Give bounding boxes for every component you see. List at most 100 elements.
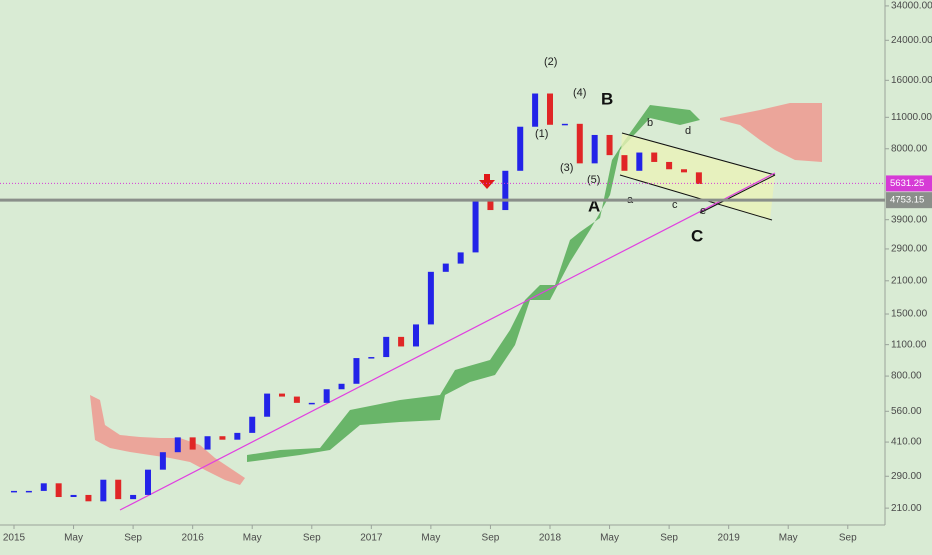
y-tick-label: 290.00 bbox=[891, 471, 922, 482]
candle bbox=[40, 483, 47, 491]
annotation: B bbox=[601, 89, 613, 108]
candle bbox=[189, 437, 196, 450]
candle bbox=[353, 358, 360, 384]
candle bbox=[278, 393, 285, 397]
candle bbox=[100, 479, 107, 502]
y-tick-label: 800.00 bbox=[891, 371, 922, 382]
candle bbox=[442, 263, 449, 272]
candle bbox=[591, 134, 598, 164]
candle bbox=[10, 490, 17, 493]
candle bbox=[368, 357, 375, 359]
price-tag bbox=[886, 175, 932, 192]
annotation: (2) bbox=[544, 56, 557, 68]
candle bbox=[412, 324, 419, 347]
y-tick-label: 3900.00 bbox=[891, 214, 928, 225]
annotation: C bbox=[691, 226, 703, 245]
x-tick-label: May bbox=[243, 533, 262, 544]
y-tick-label: 410.00 bbox=[891, 437, 922, 448]
price-tag bbox=[886, 192, 932, 209]
price-tag-label: 4753.15 bbox=[890, 195, 924, 206]
candle bbox=[666, 161, 673, 170]
x-tick-label: May bbox=[779, 533, 798, 544]
y-tick-label: 8000.00 bbox=[891, 143, 928, 154]
candle bbox=[383, 336, 390, 358]
y-tick-label: 16000.00 bbox=[891, 75, 932, 86]
candle bbox=[487, 201, 494, 211]
candle bbox=[144, 469, 151, 495]
candle bbox=[115, 479, 122, 500]
x-tick-label: 2019 bbox=[718, 533, 741, 544]
annotation: (4) bbox=[573, 87, 586, 99]
x-tick-label: May bbox=[600, 533, 619, 544]
y-tick-label: 24000.00 bbox=[891, 35, 932, 46]
candle bbox=[517, 126, 524, 171]
x-tick-label: May bbox=[64, 533, 83, 544]
candle bbox=[25, 490, 32, 493]
candle bbox=[219, 436, 226, 440]
candle bbox=[561, 123, 568, 126]
y-tick-label: 1500.00 bbox=[891, 309, 928, 320]
y-tick-label: 34000.00 bbox=[891, 1, 932, 12]
candle bbox=[457, 252, 464, 264]
channel-bottom bbox=[619, 174, 773, 221]
y-tick-label: 1100.00 bbox=[891, 339, 927, 350]
x-tick-label: May bbox=[421, 533, 440, 544]
candle bbox=[651, 152, 658, 162]
candle bbox=[427, 271, 434, 325]
candle bbox=[70, 494, 77, 498]
candle bbox=[621, 155, 628, 171]
x-tick-label: 2016 bbox=[182, 533, 205, 544]
y-tick-label: 2900.00 bbox=[891, 244, 928, 255]
plot bbox=[10, 93, 702, 502]
trendline bbox=[119, 172, 776, 511]
candle bbox=[204, 436, 211, 450]
candle bbox=[502, 170, 509, 211]
candle bbox=[264, 393, 271, 417]
candle bbox=[174, 437, 181, 453]
candle bbox=[338, 383, 345, 390]
x-tick-label: Sep bbox=[303, 533, 321, 544]
red-arrow bbox=[479, 174, 495, 189]
annotation: e bbox=[700, 205, 706, 217]
candle bbox=[472, 201, 479, 253]
candle bbox=[234, 432, 241, 440]
wedge-line bbox=[699, 174, 776, 214]
x-tick-label: Sep bbox=[482, 533, 500, 544]
candle bbox=[323, 389, 330, 403]
candle bbox=[85, 494, 92, 502]
cloud-red bbox=[90, 395, 245, 485]
candle bbox=[130, 494, 137, 500]
cloud-red-future bbox=[720, 103, 822, 162]
annotation: (3) bbox=[560, 162, 573, 174]
annotation: b bbox=[647, 117, 653, 129]
candle bbox=[55, 483, 62, 498]
y-tick-label: 11000.00 bbox=[891, 112, 932, 123]
x-tick-label: Sep bbox=[839, 533, 857, 544]
candle bbox=[249, 416, 256, 433]
candle bbox=[159, 452, 166, 470]
x-tick-label: 2018 bbox=[539, 533, 562, 544]
annotation: (1) bbox=[535, 128, 548, 140]
candle bbox=[636, 152, 643, 171]
price-tag-label: 5631.25 bbox=[890, 178, 924, 189]
candle bbox=[532, 93, 539, 127]
y-tick-label: 2100.00 bbox=[891, 275, 928, 286]
annotation: d bbox=[685, 125, 691, 137]
candle bbox=[606, 134, 613, 156]
x-tick-label: Sep bbox=[124, 533, 142, 544]
candle bbox=[546, 93, 553, 125]
candle bbox=[695, 172, 702, 184]
candle bbox=[308, 402, 315, 405]
x-tick-label: 2017 bbox=[360, 533, 383, 544]
channel-top bbox=[621, 132, 776, 176]
x-tick-label: Sep bbox=[660, 533, 678, 544]
annotation: (5) bbox=[587, 174, 600, 186]
candle bbox=[293, 396, 300, 403]
annotation: c bbox=[672, 199, 678, 211]
y-tick-label: 560.00 bbox=[891, 406, 922, 417]
candle bbox=[680, 169, 687, 173]
x-tick-label: 2015 bbox=[3, 533, 26, 544]
y-tick-label: 210.00 bbox=[891, 503, 922, 514]
